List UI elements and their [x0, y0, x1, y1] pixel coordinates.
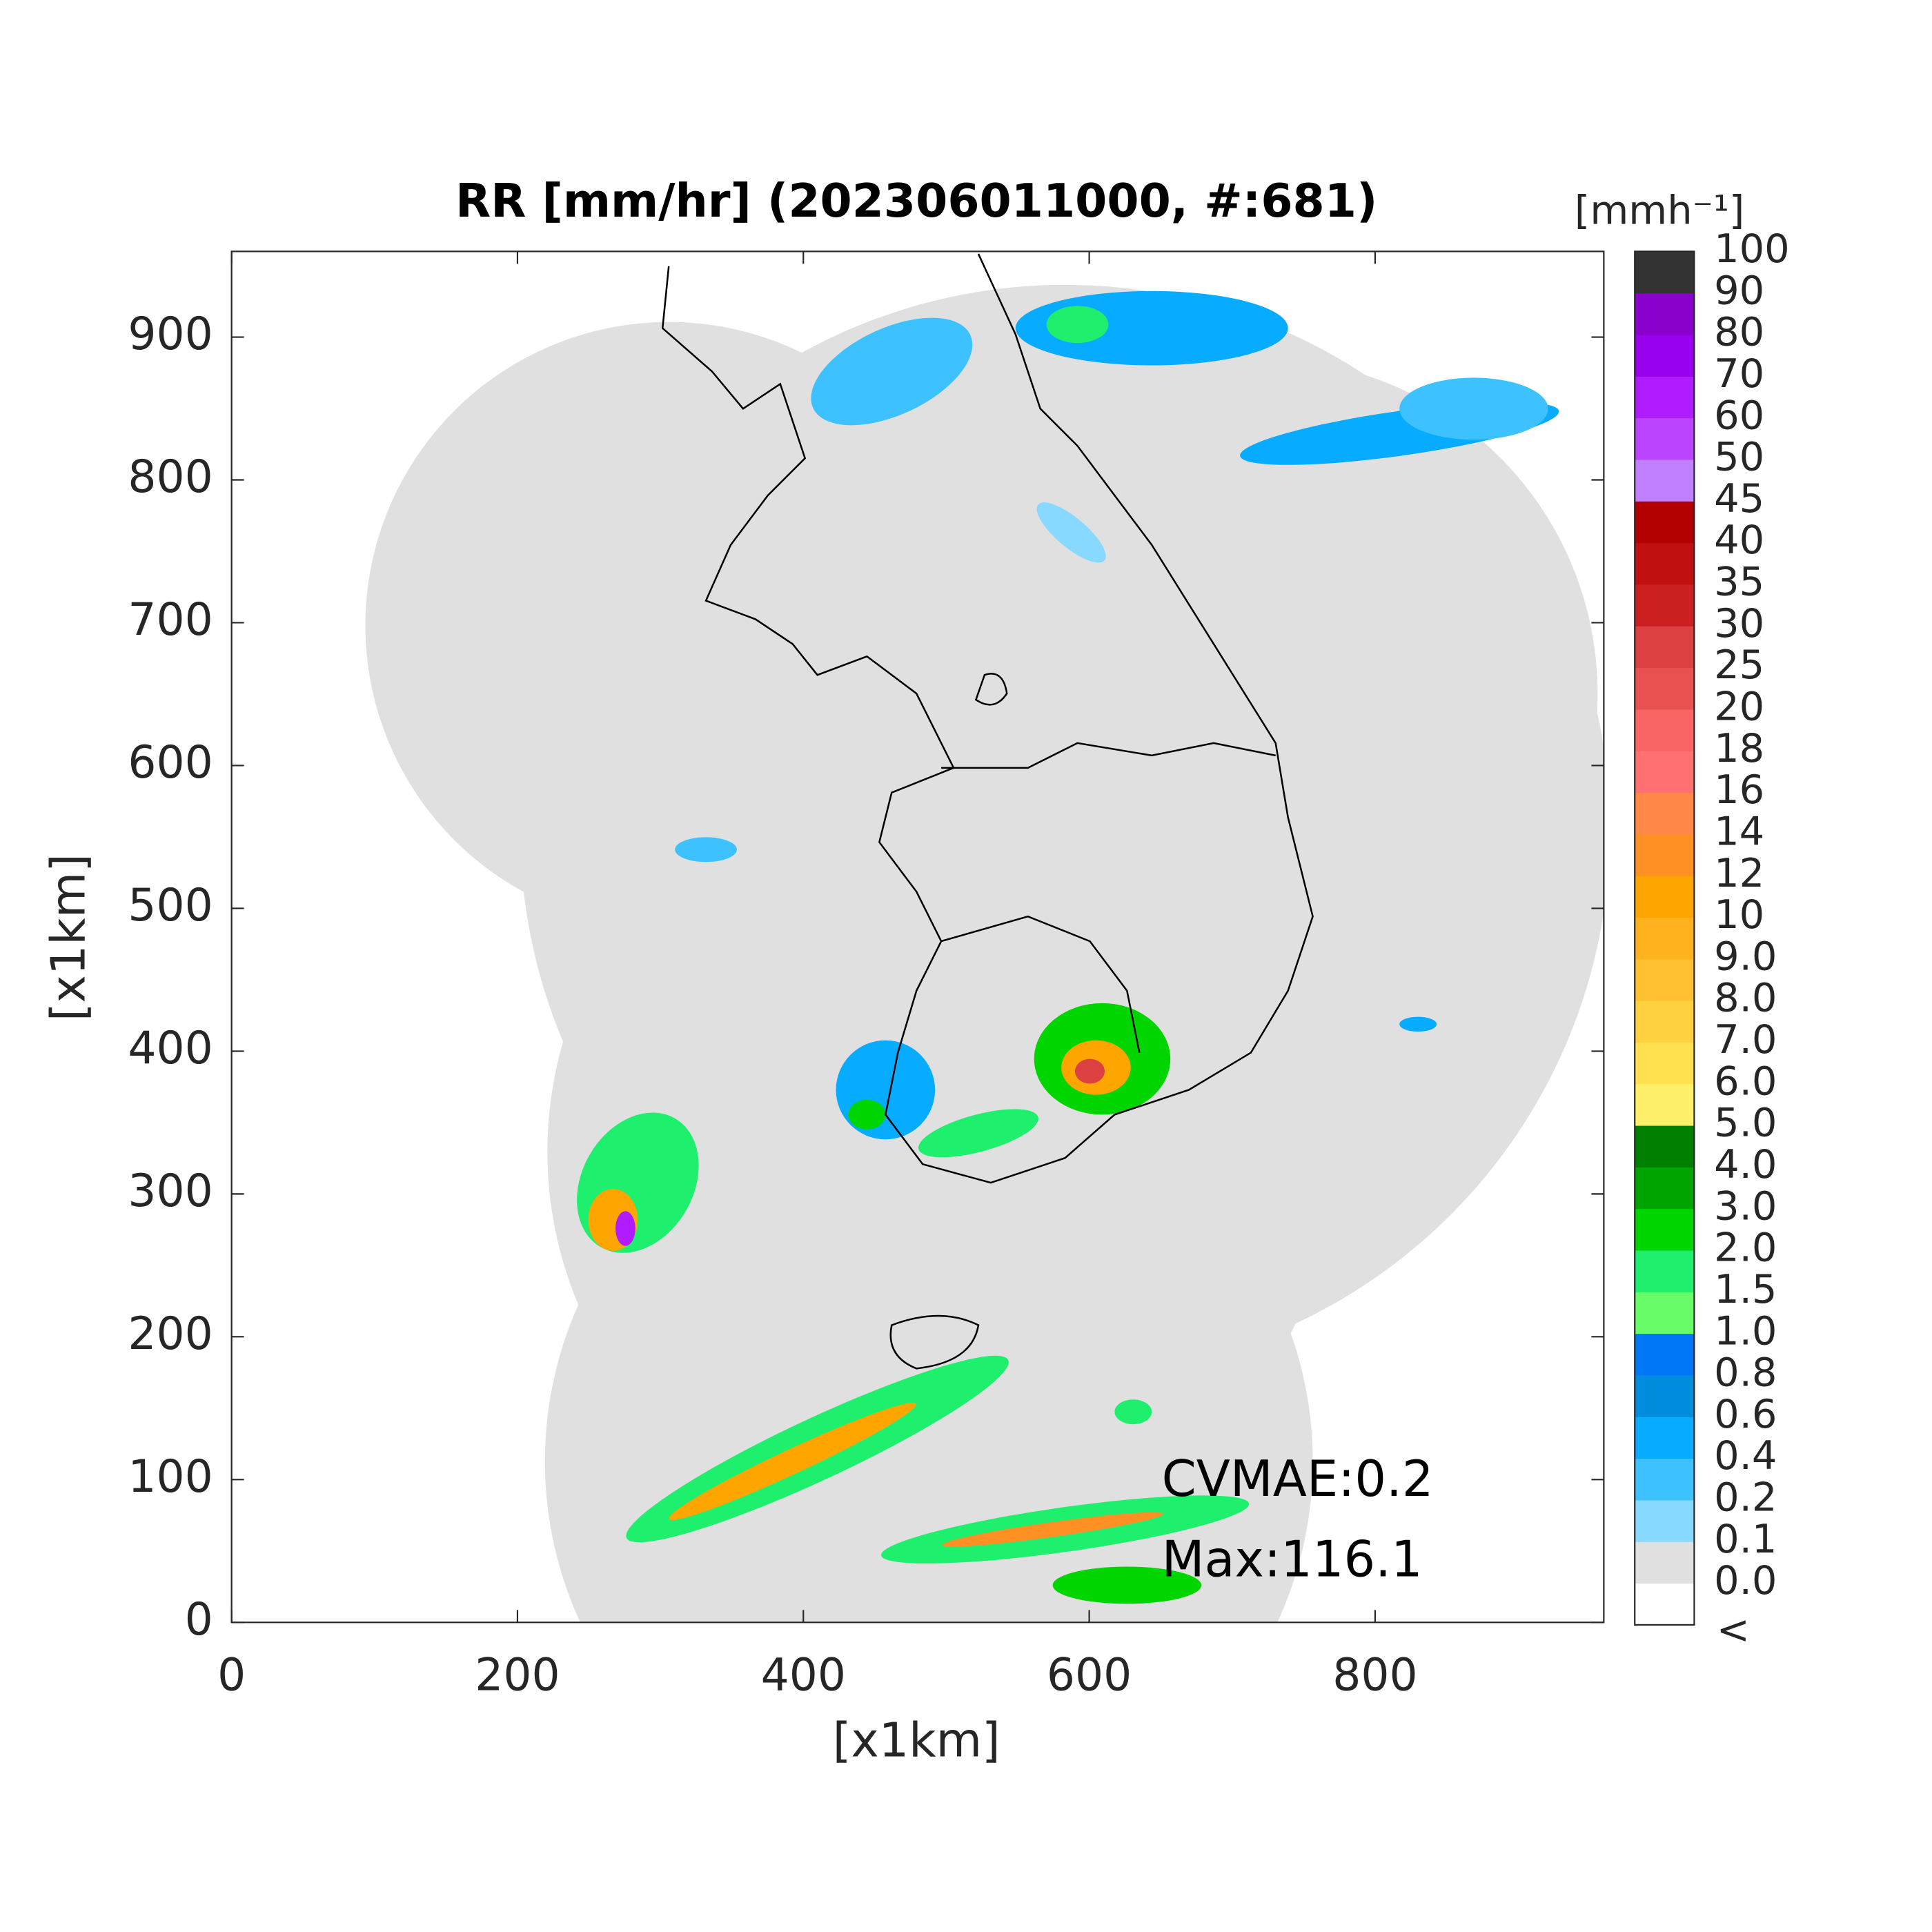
- colorbar-segment: [1635, 792, 1695, 835]
- colorbar-segment: [1635, 917, 1695, 960]
- colorbar-segment: [1635, 751, 1695, 793]
- colorbar-segment: [1635, 1000, 1695, 1043]
- y-tick-label: 0: [185, 1594, 213, 1646]
- colorbar-tick-label: 8.0: [1714, 975, 1777, 1021]
- colorbar-segment: [1635, 1083, 1695, 1126]
- colorbar-tick-label: 0.8: [1714, 1350, 1777, 1396]
- x-tick-label: 200: [475, 1650, 560, 1702]
- colorbar-tick-label: 2.0: [1714, 1225, 1777, 1271]
- annotation: CVMAE:0.2: [1162, 1450, 1434, 1508]
- colorbar-tick-label: 16: [1714, 767, 1764, 813]
- colorbar-tick-label: 18: [1714, 725, 1764, 771]
- y-tick-label: 100: [128, 1451, 213, 1503]
- colorbar-segment: [1635, 459, 1695, 502]
- colorbar-segment: [1635, 1333, 1695, 1376]
- colorbar-segment: [1635, 667, 1695, 710]
- colorbar-segment: [1635, 376, 1695, 419]
- colorbar-segment: [1635, 1042, 1695, 1085]
- colorbar-tick-label: 12: [1714, 850, 1764, 896]
- colorbar-tick-label: 6.0: [1714, 1058, 1777, 1104]
- x-axis-label: [x1km]: [833, 1714, 1000, 1768]
- y-tick-label: 500: [128, 880, 213, 931]
- colorbar-frame: [1634, 250, 1695, 1626]
- colorbar-tick-label: 70: [1714, 351, 1764, 397]
- annotation: Max:116.1: [1162, 1530, 1423, 1588]
- colorbar-segment: [1635, 834, 1695, 876]
- colorbar-segment: [1635, 958, 1695, 1001]
- colorbar-tick-label: 100: [1714, 226, 1790, 272]
- coastline: [661, 253, 1314, 1370]
- x-tick-label: 0: [217, 1650, 246, 1702]
- colorbar-tick-label: 5.0: [1714, 1100, 1777, 1146]
- colorbar-tick-label: 30: [1714, 600, 1764, 647]
- colorbar-tick-label: 0.1: [1714, 1516, 1777, 1562]
- colorbar-segment: [1635, 1250, 1695, 1292]
- colorbar-segment: [1635, 1458, 1695, 1501]
- y-axis-label: [x1km]: [42, 854, 97, 1021]
- colorbar-segment: [1635, 334, 1695, 377]
- colorbar-tick-label: 50: [1714, 434, 1764, 480]
- colorbar-tick-label: 0.2: [1714, 1475, 1777, 1521]
- y-tick-label: 200: [128, 1308, 213, 1360]
- precipitation: [577, 290, 1559, 1604]
- colorbar-segment: [1635, 1125, 1695, 1167]
- chart-title: RR [mm/hr] (202306011000, #:681): [455, 174, 1377, 228]
- colorbar-segment: [1635, 584, 1695, 627]
- colorbar-tick-label: 3.0: [1714, 1183, 1777, 1229]
- y-tick-label: 900: [128, 308, 213, 360]
- colorbar-segment: [1635, 626, 1695, 669]
- colorbar-tick-label: 0.0: [1714, 1557, 1777, 1604]
- colorbar-segment: [1635, 251, 1695, 294]
- colorbar-label: [mmh⁻¹]: [1575, 187, 1744, 233]
- colorbar-segment: [1635, 417, 1695, 460]
- colorbar-tick-label: 20: [1714, 683, 1764, 729]
- colorbar-tick-label: 1.5: [1714, 1266, 1777, 1312]
- colorbar-segment: [1635, 293, 1695, 335]
- colorbar-tick-label: 14: [1714, 808, 1764, 854]
- radar-map: [365, 253, 1604, 1623]
- colorbar-tick-label: 9.0: [1714, 933, 1777, 979]
- colorbar-segment: [1635, 709, 1695, 751]
- colorbar-segment: [1635, 501, 1695, 544]
- colorbar-segment: [1635, 1499, 1695, 1542]
- colorbar-tick-label: 80: [1714, 309, 1764, 355]
- x-tick-label: 800: [1332, 1650, 1417, 1702]
- colorbar-segment: [1635, 542, 1695, 585]
- x-tick-label: 400: [761, 1650, 846, 1702]
- colorbar-tick-label: 60: [1714, 392, 1764, 438]
- radar-coverage: [365, 285, 1604, 1623]
- colorbar-tick-label: 25: [1714, 642, 1764, 688]
- colorbar-segment: [1635, 1292, 1695, 1334]
- y-tick-label: 700: [128, 594, 213, 646]
- colorbar-segment: [1635, 1167, 1695, 1210]
- y-tick-label: 300: [128, 1165, 213, 1217]
- colorbar-tick-label: 7.0: [1714, 1016, 1777, 1063]
- plot-frame: [230, 250, 1605, 1624]
- y-tick-label: 800: [128, 451, 213, 503]
- x-tick-label: 600: [1047, 1650, 1132, 1702]
- colorbar-tick-label: 4.0: [1714, 1141, 1777, 1187]
- colorbar-segment: [1635, 1541, 1695, 1584]
- colorbar-segment: [1635, 1208, 1695, 1251]
- colorbar-tick-label: 90: [1714, 267, 1764, 313]
- colorbar-tick-label: 0.6: [1714, 1391, 1777, 1437]
- colorbar-tick-label: 0.4: [1714, 1432, 1777, 1479]
- colorbar-tick-label: 1.0: [1714, 1308, 1777, 1354]
- colorbar-tick-label: 45: [1714, 475, 1764, 522]
- y-tick-label: 400: [128, 1023, 213, 1074]
- y-tick-label: 600: [128, 737, 213, 789]
- colorbar-tick-label: 35: [1714, 559, 1764, 605]
- colorbar-segment: [1635, 1374, 1695, 1417]
- colorbar-segment: [1635, 876, 1695, 918]
- colorbar-under-label: <: [1717, 1606, 1750, 1653]
- colorbar-tick-label: 10: [1714, 891, 1764, 938]
- colorbar-tick-label: 40: [1714, 517, 1764, 563]
- colorbar-segment: [1635, 1417, 1695, 1459]
- colorbar-segment: [1635, 1583, 1695, 1626]
